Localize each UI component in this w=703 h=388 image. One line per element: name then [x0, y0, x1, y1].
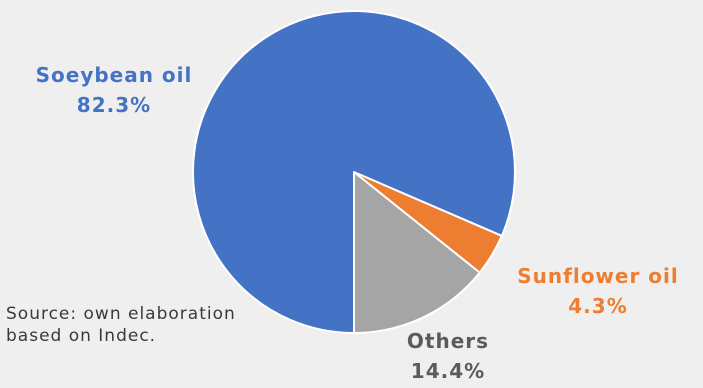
others-name: Others [406, 329, 490, 353]
sunflower-oil-label: Sunflower oil 4.3% [498, 261, 698, 321]
soybean-oil-name: Soeybean oil [35, 63, 193, 87]
pie-slices [192, 10, 516, 334]
soybean-oil-value: 82.3% [76, 93, 152, 117]
others-slice [353, 171, 481, 334]
soybean-oil-label: Soeybean oil 82.3% [14, 60, 214, 120]
others-value: 14.4% [410, 359, 486, 383]
source-note: Source: own elaboration based on Indec. [6, 304, 236, 346]
soybean-oil-slice [192, 10, 516, 334]
sunflower-oil-value: 4.3% [568, 294, 628, 318]
others-label: Others 14.4% [388, 326, 508, 386]
sunflower-oil-name: Sunflower oil [517, 264, 679, 288]
